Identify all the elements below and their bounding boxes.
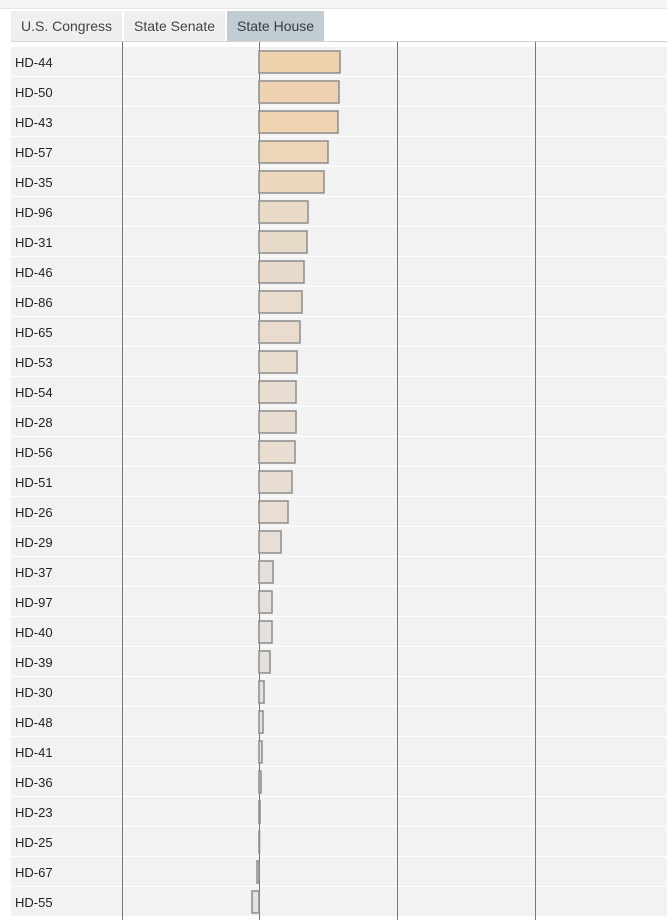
- row-label: HD-67: [15, 865, 53, 880]
- row-background: [11, 587, 667, 617]
- bar: [258, 740, 263, 764]
- row-label: HD-40: [15, 625, 53, 640]
- bar: [251, 890, 260, 914]
- bar: [258, 80, 340, 104]
- bar: [258, 440, 296, 464]
- row-background: [11, 767, 667, 797]
- bar: [258, 50, 341, 74]
- row-label: HD-28: [15, 415, 53, 430]
- row-label: HD-36: [15, 775, 53, 790]
- row-background: [11, 437, 667, 467]
- row-background: [11, 407, 667, 437]
- row-label: HD-53: [15, 355, 53, 370]
- row-label: HD-57: [15, 145, 53, 160]
- bar: [258, 680, 265, 704]
- row-label: HD-97: [15, 595, 53, 610]
- tab-state-senate[interactable]: State Senate: [124, 11, 225, 41]
- row-label: HD-23: [15, 805, 53, 820]
- row-label: HD-86: [15, 295, 53, 310]
- row-label: HD-44: [15, 55, 53, 70]
- row-background: [11, 197, 667, 227]
- row-label: HD-31: [15, 235, 53, 250]
- bar: [258, 590, 273, 614]
- bar: [258, 830, 261, 854]
- row-background: [11, 497, 667, 527]
- tab-state-house[interactable]: State House: [227, 11, 325, 41]
- bar: [258, 500, 289, 524]
- bar: [256, 860, 260, 884]
- row-background: [11, 797, 667, 827]
- bar: [258, 410, 297, 434]
- row-background: [11, 677, 667, 707]
- row-label: HD-41: [15, 745, 53, 760]
- bar: [258, 140, 329, 164]
- row-label: HD-50: [15, 85, 53, 100]
- bar: [258, 650, 271, 674]
- bar: [258, 620, 273, 644]
- bar: [258, 110, 339, 134]
- bar: [258, 260, 305, 284]
- row-background: [11, 887, 667, 917]
- bar: [258, 320, 301, 344]
- row-background: [11, 617, 667, 647]
- row-label: HD-51: [15, 475, 53, 490]
- row-background: [11, 467, 667, 497]
- row-label: HD-26: [15, 505, 53, 520]
- tab-underline: [11, 41, 667, 42]
- row-label: HD-35: [15, 175, 53, 190]
- row-background: [11, 107, 667, 137]
- row-background: [11, 827, 667, 857]
- row-label: HD-43: [15, 115, 53, 130]
- row-label: HD-37: [15, 565, 53, 580]
- row-background: [11, 857, 667, 887]
- row-background: [11, 647, 667, 677]
- bar: [258, 710, 264, 734]
- row-label: HD-46: [15, 265, 53, 280]
- row-background: [11, 137, 667, 167]
- bar: [258, 200, 309, 224]
- bar: [258, 470, 293, 494]
- row-background: [11, 227, 667, 257]
- bar: [258, 170, 325, 194]
- bar: [258, 770, 262, 794]
- row-label: HD-65: [15, 325, 53, 340]
- row-background: [11, 707, 667, 737]
- row-label: HD-55: [15, 895, 53, 910]
- row-label: HD-56: [15, 445, 53, 460]
- tab-us-congress[interactable]: U.S. Congress: [11, 11, 123, 41]
- row-background: [11, 257, 667, 287]
- row-background: [11, 737, 667, 767]
- bar: [258, 290, 303, 314]
- bar: [258, 560, 274, 584]
- row-background: [11, 287, 667, 317]
- bar: [258, 380, 297, 404]
- row-label: HD-39: [15, 655, 53, 670]
- row-label: HD-48: [15, 715, 53, 730]
- row-background: [11, 317, 667, 347]
- row-label: HD-29: [15, 535, 53, 550]
- bar: [258, 350, 298, 374]
- bar: [258, 230, 308, 254]
- bar: [258, 800, 261, 824]
- row-background: [11, 527, 667, 557]
- row-background: [11, 347, 667, 377]
- row-label: HD-96: [15, 205, 53, 220]
- row-label: HD-30: [15, 685, 53, 700]
- row-label: HD-25: [15, 835, 53, 850]
- top-strip: [0, 0, 667, 9]
- tab-bar: U.S. Congress State Senate State House: [11, 11, 325, 41]
- bar: [258, 530, 282, 554]
- row-background: [11, 377, 667, 407]
- row-label: HD-54: [15, 385, 53, 400]
- row-background: [11, 167, 667, 197]
- row-background: [11, 557, 667, 587]
